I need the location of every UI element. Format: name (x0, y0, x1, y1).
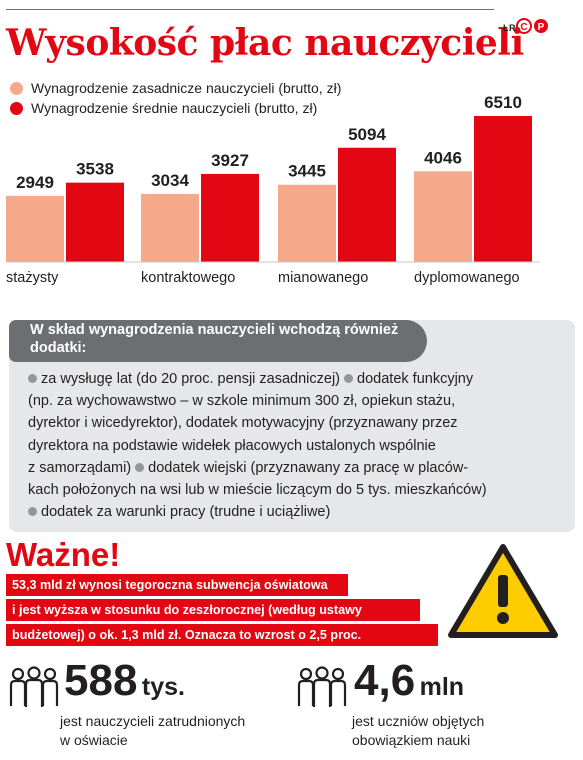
allowance-rural: dodatek wiejski (przyznawany za pracę w … (148, 459, 469, 476)
allowance-line-5: z samorządami) dodatek wiejski (przyznaw… (28, 457, 558, 479)
allowance-seniority: za wysługę lat (do 20 proc. pensji zasad… (41, 371, 341, 387)
category-label-kontraktowego: kontraktowego (141, 270, 235, 286)
value-label-kontraktowego-average: 3927 (211, 151, 249, 170)
category-label-mianowanego: mianowanego (278, 270, 368, 286)
important-line-1: 53,3 mld zł wynosi tegoroczna subwencja … (6, 574, 348, 596)
important-title: Ważne! (6, 536, 121, 573)
people-group-icon (297, 666, 347, 707)
value-label-mianowanego-average: 5094 (348, 125, 386, 144)
stat-teachers-caption-1: jest nauczycieli zatrudnionych (60, 713, 246, 729)
category-label-stażysty: stażysty (6, 270, 59, 286)
stat-students-caption-1: jest uczniów objętych (352, 713, 485, 729)
allowances-text: za wysługę lat (do 20 proc. pensji zasad… (28, 368, 558, 523)
author-credit: ŁR (503, 23, 516, 33)
value-label-dyplomowanego-average: 6510 (484, 93, 522, 112)
allowance-line-1: za wysługę lat (do 20 proc. pensji zasad… (28, 368, 558, 390)
bullet-icon (135, 462, 145, 472)
bar-dyplomowanego-base (414, 171, 472, 262)
value-label-stażysty-average: 3538 (76, 160, 114, 179)
stat-students: 4,6 mln (354, 656, 464, 706)
warning-triangle-icon (448, 544, 558, 638)
value-label-stażysty-base: 2949 (16, 173, 54, 192)
important-line-3: budżetowej) o ok. 1,3 mld zł. Oznacza to… (6, 624, 438, 646)
value-label-mianowanego-base: 3445 (288, 162, 326, 181)
stat-teachers-caption-2: w oświacie (60, 732, 128, 748)
stat-students-value: 4,6 (354, 656, 416, 705)
bullet-icon (344, 374, 354, 384)
allowance-line-5a: z samorządami) (28, 459, 132, 476)
stat-students-caption-2: obowiązkiem nauki (352, 732, 471, 748)
allowances-header: W skład wynagrodzenia nauczycieli wchodz… (30, 322, 399, 356)
salary-bar-chart: 2949 3538 stażysty 3034 3927 kontraktowego 344… (6, 93, 540, 286)
bar-kontraktowego-average (201, 173, 259, 262)
stat-teachers-value: 588 (64, 656, 138, 705)
legend-swatch-base (10, 81, 23, 95)
allowance-conditions: dodatek za warunki pracy (trudne i uciąż… (41, 504, 331, 521)
svg-text:C: C (520, 22, 527, 33)
value-label-kontraktowego-base: 3034 (151, 171, 189, 190)
bar-stażysty-base (6, 195, 64, 262)
stat-teachers-unit: tys. (141, 673, 185, 701)
allowance-line-2: (np. za wychowawstwo – w szkole minimum … (28, 393, 456, 410)
category-label-dyplomowanego: dyplomowanego (414, 270, 520, 286)
people-group-icon (9, 666, 59, 707)
bullet-icon (28, 374, 37, 384)
stat-students-caption: jest uczniów objętych obowiązkiem nauki (352, 712, 484, 750)
top-rule (6, 9, 494, 10)
stat-teachers: 588 tys. (64, 656, 185, 706)
bar-kontraktowego-base (141, 193, 199, 262)
allowances-header-bar (9, 320, 427, 362)
important-line-2: i jest wyższa w stosunku do zeszłoroczne… (6, 599, 420, 621)
bar-mianowanego-average (338, 147, 396, 262)
pap-logo: C P (516, 18, 548, 34)
legend-swatch-average (10, 101, 23, 115)
allowance-line-7: dodatek za warunki pracy (trudne i uciąż… (28, 501, 558, 523)
allowance-line-3: dyrektor i wicedyrektor), dodatek motywa… (28, 415, 458, 432)
bullet-icon (28, 507, 37, 517)
stat-students-unit: mln (419, 673, 465, 701)
allowance-function: dodatek funkcyjny (357, 371, 474, 387)
stat-teachers-caption: jest nauczycieli zatrudnionych w oświaci… (60, 712, 245, 750)
bar-mianowanego-base (278, 184, 336, 262)
bar-dyplomowanego-average (474, 116, 532, 262)
chart-title: Wysokość płac nauczycieli (6, 22, 524, 64)
bar-stażysty-average (66, 182, 124, 262)
svg-text:P: P (538, 22, 545, 33)
legend-item-base: Wynagrodzenie zasadnicze nauczycieli (br… (10, 78, 341, 98)
allowance-line-4: dyrektora na podstawie widełek płacowych… (28, 437, 436, 454)
legend-item-average: Wynagrodzenie średnie nauczycieli (brutt… (10, 98, 341, 118)
allowance-line-6: kach położonych na wsi lub w mieście lic… (28, 482, 487, 499)
value-label-dyplomowanego-base: 4046 (424, 148, 462, 167)
chart-legend: Wynagrodzenie zasadnicze nauczycieli (br… (10, 78, 341, 118)
legend-label-base: Wynagrodzenie zasadnicze nauczycieli (br… (31, 80, 342, 96)
legend-label-average: Wynagrodzenie średnie nauczycieli (brutt… (31, 100, 318, 116)
